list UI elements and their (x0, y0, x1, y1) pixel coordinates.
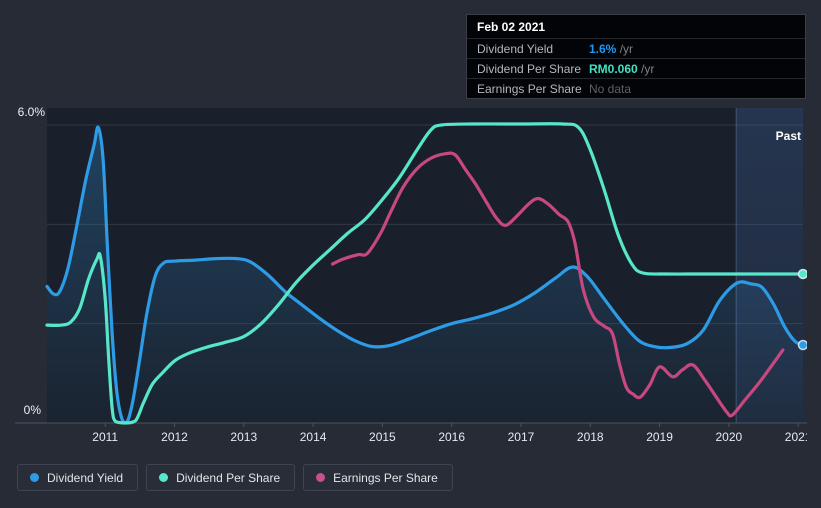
x-axis-label-2015: 2015 (369, 430, 396, 444)
legend-toggle-dividend-yield[interactable]: Dividend Yield (17, 464, 139, 491)
legend-color-dot-icon (159, 473, 169, 482)
tooltip-row: Earnings Per Share No data (467, 78, 805, 98)
series-end-dot-dividend-per-share (797, 268, 807, 280)
legend-label: Earnings Per Share (333, 470, 438, 485)
chart-tooltip: Feb 02 2021 Dividend Yield 1.6% /yr Divide… (466, 14, 806, 99)
x-axis-label-2018: 2018 (576, 430, 604, 444)
legend-toggle-dividend-per-share[interactable]: Dividend Per Share (146, 464, 296, 491)
x-axis-label-2020: 2020 (715, 430, 743, 444)
x-axis-label-2021: 2021 (784, 430, 807, 444)
tooltip-row-value: No data (589, 81, 632, 96)
x-axis-label-2016: 2016 (438, 430, 466, 444)
x-axis-label-2017: 2017 (507, 430, 535, 444)
past-region-label: Past (775, 129, 801, 143)
x-axis-label-2012: 2012 (161, 430, 188, 444)
y-axis-label-top: 6.0% (17, 105, 45, 119)
series-line-dividend-yield (45, 125, 805, 425)
y-axis-label-zero: 0% (23, 403, 41, 417)
x-axis-label-2013: 2013 (230, 430, 258, 444)
area-fill-dividend-yield (47, 127, 803, 423)
tooltip-row-label: Earnings Per Share (477, 81, 582, 96)
tooltip-row-value: 1.6% /yr (589, 41, 634, 56)
legend-color-dot-icon (30, 473, 39, 482)
series-line-dividend-per-share (45, 122, 805, 425)
legend-color-dot-icon (316, 473, 326, 482)
x-axis-label-2014: 2014 (299, 430, 327, 444)
tooltip-row: Dividend Yield 1.6% /yr (467, 38, 805, 58)
tooltip-row-value: RM0.060 /yr (589, 61, 655, 76)
tooltip-date: Feb 02 2021 (477, 20, 546, 34)
series-end-dot-dividend-yield (797, 339, 807, 351)
legend-label: Dividend Per Share (176, 470, 281, 485)
x-axis-labels: 2011 2012 2013 2014 2015 2016 2017 2018 2019 2020… (0, 430, 807, 446)
legend-label: Dividend Yield (47, 470, 124, 485)
tooltip-value-unit: /yr (637, 61, 655, 76)
x-axis-label-2011: 2011 (92, 430, 119, 444)
legend-toggle-earnings-per-share[interactable]: Earnings Per Share (303, 464, 453, 491)
series-line-earnings-per-share (330, 151, 785, 418)
x-axis-label-2019: 2019 (646, 430, 673, 444)
chart-legend: Dividend Yield Dividend Per Share Earnings… (17, 464, 453, 491)
tooltip-row: Dividend Per Share RM0.060 /yr (467, 58, 805, 78)
tooltip-row-label: Dividend Yield (477, 41, 554, 56)
tooltip-value-unit: /yr (616, 41, 634, 56)
past-region-overlay (736, 108, 803, 423)
tooltip-row-label: Dividend Per Share (477, 61, 582, 76)
